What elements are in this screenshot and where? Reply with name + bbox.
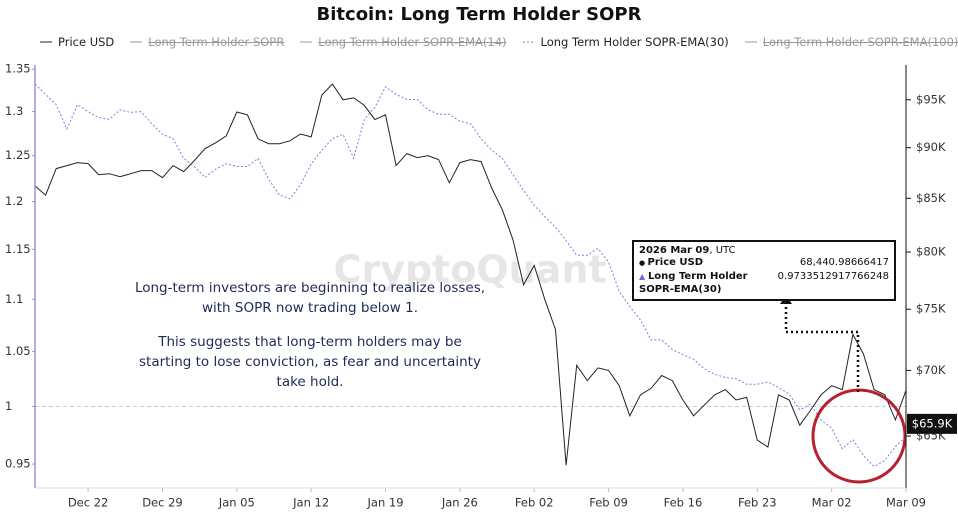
x-tick-label: Mar 02 <box>812 496 852 510</box>
tooltip-date: 2026 Mar 09 <box>639 245 710 256</box>
tooltip-row-name: Price USD <box>639 256 704 270</box>
y-tick-label: 1.2 <box>5 194 23 208</box>
y-tick-label: 1 <box>5 399 12 413</box>
legend-item[interactable]: Price USD <box>40 35 114 49</box>
legend-item[interactable]: Long Term Holder SOPR <box>130 35 284 49</box>
x-tick-label: Feb 02 <box>515 496 554 510</box>
legend-label: Long Term Holder SOPR-EMA(14) <box>318 35 507 49</box>
y2-tick-label: $75K <box>916 302 946 316</box>
annotation-line: take hold. <box>276 374 344 390</box>
y-tick-label: 1.3 <box>5 104 23 118</box>
x-tick-label: Feb 16 <box>664 496 703 510</box>
tooltip-header: 2026 Mar 09, UTC <box>639 245 889 256</box>
tooltip-row: Long Term Holder SOPR-EMA(30)0.973351291… <box>639 270 889 296</box>
tooltip-row-value: 68,440.98666417 <box>799 257 889 268</box>
series-line <box>34 83 907 468</box>
annotation: Long-term investors are beginning to rea… <box>110 278 510 406</box>
y-tick-label: 1.35 <box>5 62 31 76</box>
x-tick-label: Mar 09 <box>886 496 926 510</box>
legend: Price USD Long Term Holder SOPR Long Term … <box>40 35 958 49</box>
tooltip-row-name: Long Term Holder SOPR-EMA(30) <box>639 270 778 296</box>
annotation-line: with SOPR now trading below 1. <box>201 300 419 316</box>
legend-label: Long Term Holder SOPR-EMA(30) <box>540 35 729 49</box>
legend-label: Long Term Holder SOPR <box>148 35 285 49</box>
legend-item[interactable]: Long Term Holder SOPR-EMA(100) <box>744 35 958 49</box>
highlight-circle <box>811 388 907 484</box>
x-tick-label: Jan 05 <box>218 496 255 510</box>
legend-item[interactable]: Long Term Holder SOPR-EMA(30) <box>522 35 729 49</box>
y2-tick-label: $85K <box>916 191 946 205</box>
y2-tick-label: $95K <box>916 92 946 106</box>
y-tick-label: 1.25 <box>5 148 31 162</box>
legend-swatch <box>40 41 52 43</box>
legend-item[interactable]: Long Term Holder SOPR-EMA(14) <box>300 35 507 49</box>
legend-swatch <box>522 41 535 43</box>
price-tag <box>907 413 957 434</box>
legend-swatch <box>744 41 757 43</box>
tooltip-connector <box>784 302 860 392</box>
tooltip-row-value: 0.9733512917766248 <box>777 271 889 282</box>
legend-label: Price USD <box>58 35 115 49</box>
x-tick-label: Dec 22 <box>68 496 109 510</box>
x-tick-label: Dec 29 <box>142 496 183 510</box>
y-tick-label: 1.1 <box>5 292 23 306</box>
watermark: CryptoQuant <box>333 248 606 292</box>
y-tick-label: 0.95 <box>5 457 31 471</box>
y-tick-label: 1.05 <box>5 344 31 358</box>
annotation-line: This suggests that long-term holders may… <box>158 334 462 350</box>
x-tick-label: Jan 26 <box>441 496 478 510</box>
annotation-line: starting to lose conviction, as fear and… <box>139 354 481 370</box>
x-tick-label: Jan 12 <box>292 496 329 510</box>
x-tick-label: Feb 23 <box>738 496 777 510</box>
x-tick-label: Jan 19 <box>367 496 404 510</box>
y2-tick-label: $90K <box>916 140 946 154</box>
price-tag-label: $65.9K <box>912 416 953 430</box>
x-tick-label: Feb 09 <box>589 496 628 510</box>
series-line <box>34 83 907 466</box>
chart-title: Bitcoin: Long Term Holder SOPR <box>316 4 642 25</box>
tooltip-row: Price USD 68,440.98666417 <box>639 256 889 270</box>
annotation-line: Long-term investors are beginning to rea… <box>134 280 486 296</box>
y-tick-label: 1.15 <box>5 242 31 256</box>
legend-label: Long Term Holder SOPR-EMA(100) <box>762 35 958 49</box>
annotation-paragraph: This suggests that long-term holders may… <box>110 332 510 392</box>
legend-swatch <box>130 41 143 43</box>
tooltip: 2026 Mar 09, UTC Price USD 68,440.9866641… <box>632 240 896 301</box>
y2-tick-label: $80K <box>916 245 946 259</box>
y2-tick-label: $70K <box>916 363 946 377</box>
annotation-paragraph: Long-term investors are beginning to rea… <box>110 278 510 318</box>
tooltip-suffix: , UTC <box>709 245 736 256</box>
legend-swatch <box>300 41 313 43</box>
